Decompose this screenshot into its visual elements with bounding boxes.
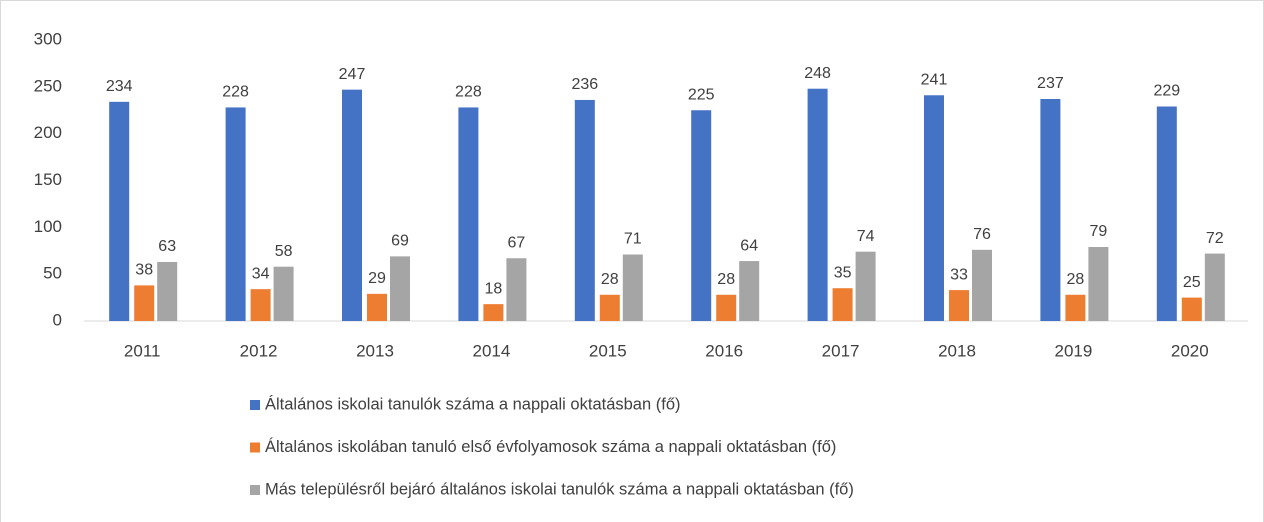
bar (134, 285, 155, 321)
data-label: 234 (106, 78, 133, 95)
bar (739, 261, 760, 321)
data-label: 28 (717, 271, 735, 288)
y-tick-label: 0 (53, 310, 62, 329)
bar (972, 249, 992, 321)
data-label: 247 (339, 66, 366, 83)
data-label: 237 (1037, 75, 1064, 92)
data-label: 29 (368, 270, 386, 287)
data-label: 64 (740, 237, 758, 254)
data-label: 71 (624, 231, 642, 248)
x-tick-label: 2014 (472, 341, 510, 360)
bar (622, 254, 643, 321)
x-tick-label: 2013 (356, 341, 394, 360)
data-label: 33 (950, 266, 968, 283)
bar (574, 99, 595, 322)
y-tick-label: 50 (43, 264, 62, 283)
data-label: 34 (252, 265, 270, 282)
bar (1040, 99, 1061, 321)
bar (1204, 253, 1225, 321)
bar (1181, 297, 1202, 321)
x-tick-label: 2011 (124, 341, 161, 360)
legend-swatch (250, 442, 260, 453)
x-tick-label: 2019 (1054, 341, 1092, 360)
data-label: 69 (391, 233, 409, 250)
data-label: 67 (508, 234, 526, 251)
bar (157, 261, 178, 321)
bar (225, 107, 246, 321)
data-label: 18 (485, 280, 503, 297)
bar (458, 107, 479, 321)
data-label: 58 (275, 243, 293, 260)
bar (342, 89, 362, 321)
legend-swatch (250, 485, 260, 495)
legend-label: Általános iskolai tanulók száma a nappal… (265, 394, 681, 413)
bar (1088, 247, 1109, 321)
data-label: 79 (1090, 223, 1108, 240)
bar (1156, 106, 1177, 322)
bar (949, 290, 969, 321)
data-label: 38 (135, 262, 153, 279)
legend-label: Más településről bejáró általános iskola… (265, 480, 854, 498)
y-tick-label: 300 (34, 29, 62, 48)
y-tick-label: 150 (34, 170, 62, 189)
bar (367, 293, 387, 321)
data-label: 76 (973, 226, 991, 243)
x-tick-label: 2015 (589, 341, 627, 360)
data-label: 28 (601, 271, 619, 288)
y-tick-label: 100 (34, 217, 62, 236)
bar (716, 294, 737, 321)
data-label: 228 (222, 84, 249, 101)
legend-label: Általános iskolában tanuló első évfolyam… (265, 437, 836, 456)
x-tick-label: 2018 (938, 341, 976, 360)
x-tick-label: 2017 (822, 341, 860, 360)
bar (109, 101, 130, 321)
x-tick-label: 2016 (705, 341, 743, 360)
data-label: 63 (158, 238, 176, 255)
bar (1065, 294, 1086, 321)
y-tick-label: 200 (34, 123, 62, 142)
data-label: 74 (857, 228, 875, 245)
data-label: 241 (921, 71, 948, 88)
x-tick-label: 2012 (240, 341, 278, 360)
bar (506, 258, 527, 321)
data-label: 25 (1183, 274, 1201, 291)
data-label: 248 (804, 65, 831, 82)
bar (599, 294, 620, 321)
data-label: 28 (1067, 271, 1085, 288)
bar (390, 256, 410, 321)
bar (250, 289, 271, 321)
x-tick-label: 2020 (1171, 341, 1209, 360)
data-label: 35 (834, 264, 852, 281)
bar (483, 304, 504, 321)
bar (691, 110, 712, 321)
legend-swatch (250, 400, 260, 410)
bar (832, 288, 853, 321)
bar (273, 266, 294, 321)
data-label: 228 (455, 84, 482, 101)
data-label: 225 (688, 86, 715, 103)
bar (924, 95, 944, 321)
y-tick-label: 250 (34, 76, 62, 95)
bar (855, 251, 876, 321)
data-label: 229 (1153, 83, 1180, 100)
data-label: 72 (1206, 230, 1224, 247)
bar (807, 88, 828, 321)
data-label: 236 (571, 76, 598, 93)
